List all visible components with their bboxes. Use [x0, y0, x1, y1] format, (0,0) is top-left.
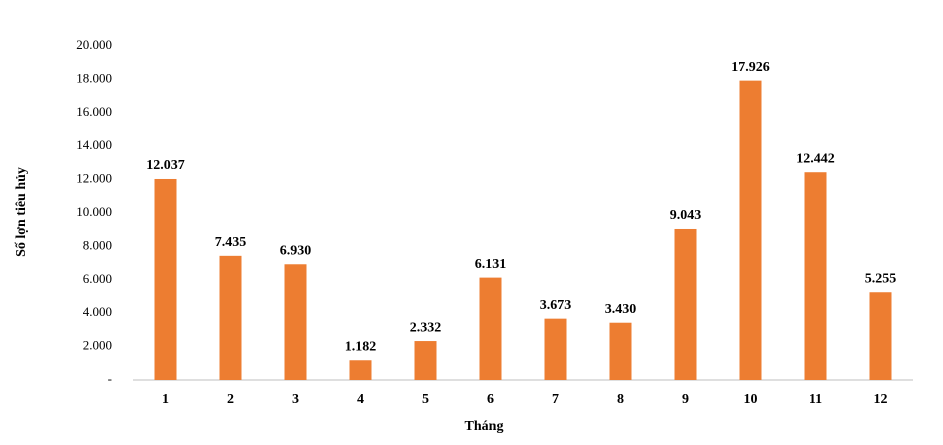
x-tick-label: 3	[292, 392, 299, 407]
value-label: 17.926	[731, 60, 770, 75]
x-tick-label: 12	[874, 392, 888, 407]
bar	[804, 172, 827, 380]
x-tick-label: 1	[162, 392, 169, 407]
bar	[219, 255, 242, 380]
value-label: 6.131	[475, 257, 507, 272]
bar	[869, 292, 892, 380]
bar	[739, 80, 762, 380]
bar	[609, 322, 632, 380]
x-tick-label: 9	[682, 392, 689, 407]
x-tick-label: 6	[487, 392, 494, 407]
y-tick-label: 6.000	[83, 271, 112, 286]
x-axis-label: Tháng	[465, 419, 504, 434]
y-axis-label: Số lợn tiêu hủy	[14, 167, 29, 257]
y-tick-label: 8.000	[83, 237, 112, 252]
value-label: 5.255	[865, 271, 897, 286]
bar	[284, 264, 307, 380]
y-tick-label: 4.000	[83, 304, 112, 319]
bar	[414, 341, 437, 380]
y-tick-label: 10.000	[76, 204, 112, 219]
x-tick-label: 4	[357, 392, 364, 407]
x-tick-label: 5	[422, 392, 429, 407]
bar	[479, 277, 502, 380]
y-tick-label: 2.000	[83, 338, 112, 353]
bar	[349, 360, 372, 380]
value-label: 1.182	[345, 339, 377, 354]
value-label: 7.435	[215, 235, 247, 250]
y-tick-label: 14.000	[76, 137, 112, 152]
bar	[154, 178, 177, 380]
x-tick-label: 10	[744, 392, 758, 407]
value-label: 2.332	[410, 320, 442, 335]
bar	[544, 318, 567, 380]
x-tick-label: 11	[809, 392, 822, 407]
x-tick-label: 7	[552, 392, 559, 407]
y-tick-label: 18.000	[76, 70, 112, 85]
y-tick-label: 20.000	[76, 37, 112, 52]
x-tick-label: 2	[227, 392, 234, 407]
value-label: 3.673	[540, 298, 572, 313]
value-label: 9.043	[670, 208, 702, 223]
x-tick-label: 8	[617, 392, 624, 407]
value-label: 12.442	[796, 151, 835, 166]
y-tick-label: 16.000	[76, 104, 112, 119]
bar	[674, 228, 697, 380]
value-label: 3.430	[605, 302, 637, 317]
y-tick-label: -	[108, 371, 112, 386]
value-label: 12.037	[146, 158, 185, 173]
y-tick-label: 12.000	[76, 171, 112, 186]
value-label: 6.930	[280, 243, 312, 258]
